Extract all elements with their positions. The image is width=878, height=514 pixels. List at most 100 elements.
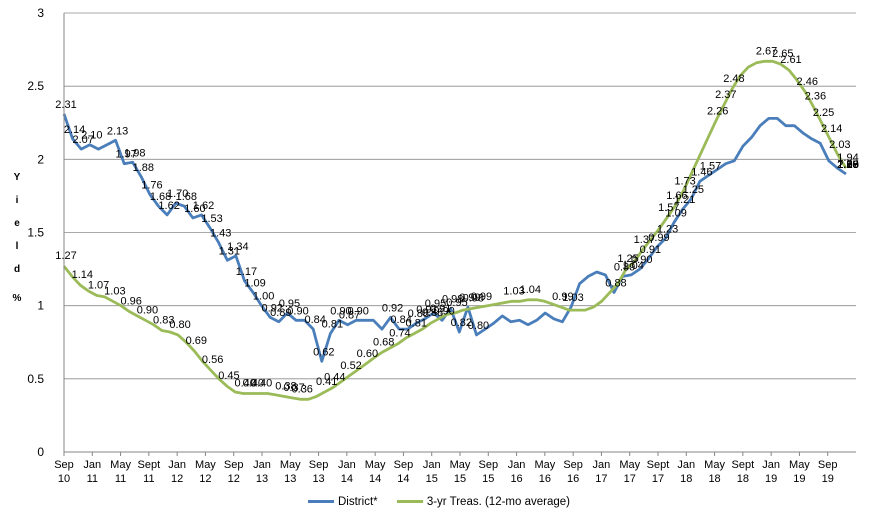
x-tick-label-month: Jan: [593, 459, 611, 471]
data-label: 0.60: [357, 348, 378, 360]
data-label: 1.94: [837, 152, 858, 164]
x-tick-label-year: 11: [87, 473, 98, 485]
data-label: 0.92: [262, 302, 283, 314]
data-label: 0.69: [186, 335, 207, 347]
x-tick-label-year: 19: [822, 473, 834, 485]
data-label: 1.04: [622, 260, 643, 272]
x-tick-label-month: Sep: [224, 459, 244, 471]
data-label: 0.83: [153, 315, 174, 327]
x-tick-label-year: 14: [341, 473, 353, 485]
y-tick-label: 3: [37, 6, 44, 20]
x-tick-label-month: Sep: [309, 459, 329, 471]
data-label: 0.89: [614, 261, 635, 273]
x-tick-label-month: Sep: [54, 459, 74, 471]
data-label: 1.66: [837, 159, 858, 171]
x-tick-label-month: May: [704, 459, 725, 471]
x-tick-label-month: Jan: [508, 459, 526, 471]
x-tick-label-year: 12: [199, 473, 211, 485]
legend-item-treasury: 3-yr Treas. (12-mo average): [396, 496, 570, 508]
data-label: 1.04: [520, 284, 541, 296]
data-label: 0.99: [552, 291, 573, 303]
y-axis-title-letter: l: [15, 241, 19, 252]
data-label: 1.21: [674, 194, 695, 206]
data-label: 0.36: [292, 383, 313, 395]
data-label: 0.40: [243, 377, 264, 389]
gridlines: [64, 12, 856, 380]
data-label: 0.40: [251, 377, 272, 389]
x-tick-label-month: Jan: [677, 459, 695, 471]
x-tick-label-year: 17: [652, 473, 664, 485]
data-label: 1.97: [837, 159, 858, 171]
data-label: 0.90: [137, 304, 158, 316]
data-label: 1.68: [150, 191, 171, 203]
data-label: 0.92: [382, 302, 403, 314]
legend-swatch-treasury: [396, 500, 423, 503]
y-axis-title: Y i e l d %: [10, 172, 24, 316]
data-label: 0.81: [406, 317, 427, 329]
y-tick-label: 2: [37, 152, 44, 166]
data-label: 2.18: [837, 159, 858, 171]
data-label: 1.73: [674, 176, 695, 188]
data-label: 1.27: [55, 250, 76, 262]
data-label: 2.48: [723, 73, 744, 85]
data-label: 1.03: [104, 285, 125, 297]
data-label: 0.98: [442, 294, 463, 306]
y-tick-label: 0.5: [27, 372, 44, 386]
data-label: 0.38: [275, 380, 296, 392]
x-tick-label-year: 11: [115, 473, 126, 485]
data-label: 0.91: [430, 303, 451, 315]
data-label: 2.10: [81, 130, 102, 142]
x-tick-label-year: 17: [624, 473, 636, 485]
data-label: 0.91: [416, 304, 437, 316]
data-label: 2.31: [55, 99, 76, 111]
x-tick-label-year: 17: [595, 473, 607, 485]
x-tick-label-month: Jan: [762, 459, 780, 471]
data-label: 0.91: [640, 244, 661, 256]
x-tick-label-month: May: [789, 459, 810, 471]
data-label: 1.98: [124, 147, 145, 159]
x-tick-label-month: Sept: [732, 459, 755, 471]
x-tick-label-month: Sept: [647, 459, 670, 471]
data-label: 0.80: [468, 320, 489, 332]
x-tick-label-month: May: [110, 459, 131, 471]
x-tick-label-year: 10: [58, 473, 70, 485]
x-tick-label-month: Jan: [168, 459, 186, 471]
data-label: 1.90: [837, 159, 858, 171]
y-axis-title-letter: e: [14, 218, 20, 229]
data-label: 0.37: [283, 382, 304, 394]
data-label: 0.87: [339, 310, 360, 322]
data-label: 1.14: [72, 269, 93, 281]
data-label: 1.73: [837, 159, 858, 171]
data-label: 1.09: [665, 207, 686, 219]
data-label: 0.99: [648, 232, 669, 244]
y-axis-tick-labels: 0 0.5 1 1.5 2 2.5 3: [27, 6, 44, 459]
data-label: 0.90: [330, 305, 351, 317]
x-tick-label-year: 13: [284, 473, 296, 485]
data-label: 0.81: [322, 318, 343, 330]
y-axis-title-letter: i: [15, 195, 19, 206]
data-label: 1.66: [666, 190, 687, 202]
data-label: 0.98: [463, 293, 484, 305]
data-label: 0.99: [471, 291, 492, 303]
x-tick-label-year: 13: [256, 473, 268, 485]
x-tick-label-year: 13: [312, 473, 324, 485]
data-label: 2.28: [837, 159, 858, 171]
data-label: 1.88: [133, 162, 154, 174]
data-label: 0.88: [422, 307, 443, 319]
data-label: 1.03: [562, 292, 583, 304]
data-label: 0.95: [425, 298, 446, 310]
legend-item-district: District*: [308, 496, 378, 508]
data-label: 1.17: [236, 266, 257, 278]
data-label: 0.90: [433, 305, 454, 317]
data-label: 0.56: [202, 354, 223, 366]
x-tick-label-year: 18: [708, 473, 720, 485]
data-label: 2.65: [772, 48, 793, 60]
data-label: 2.25: [813, 107, 834, 119]
data-label: 0.45: [218, 370, 239, 382]
legend: District* 3-yr Treas. (12-mo average): [0, 494, 878, 508]
data-label: 2.14: [64, 124, 85, 136]
data-label: 1.70: [167, 188, 188, 200]
data-label: 0.68: [373, 336, 394, 348]
x-tick-label-year: 15: [482, 473, 494, 485]
data-label: 0.74: [389, 328, 410, 340]
